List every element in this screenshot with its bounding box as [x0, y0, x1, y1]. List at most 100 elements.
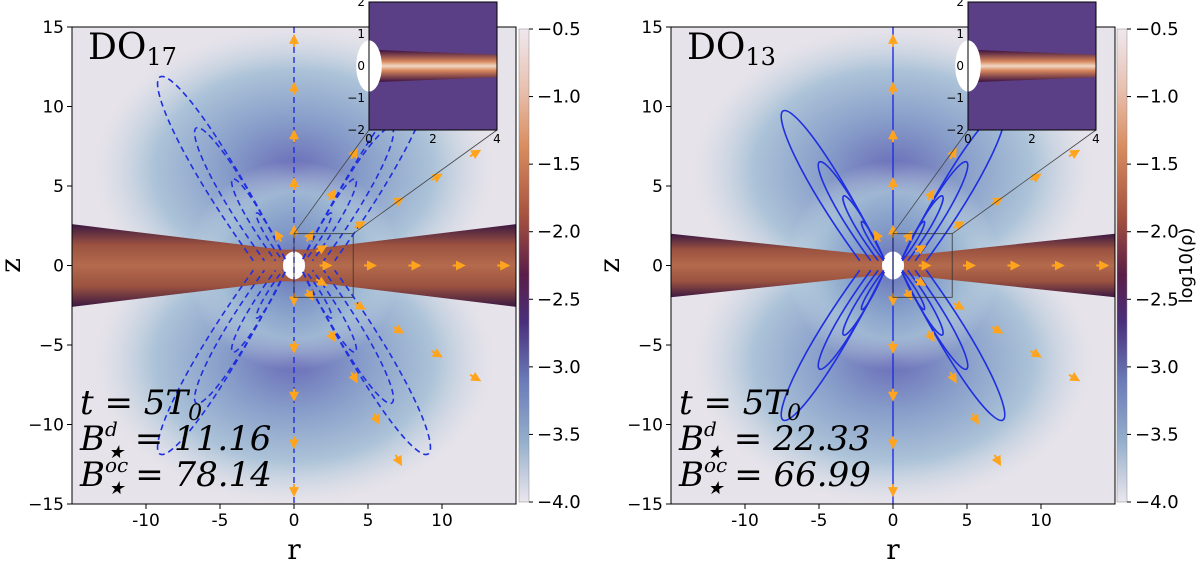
y-tick-label: 10 — [641, 98, 663, 118]
colorbar-tick-label: −2.5 — [537, 289, 581, 310]
velocity-arrow — [1030, 173, 1042, 183]
inset-y-tick-label: 0 — [357, 59, 365, 73]
colorbar-tick-label: −1.0 — [1135, 87, 1179, 108]
inset-y-tick-label: 2 — [357, 0, 365, 9]
colorbar-tick-label: −3.0 — [537, 357, 581, 378]
y-tick-label: 0 — [53, 257, 64, 277]
y-tick-label: 5 — [652, 177, 663, 197]
velocity-arrow — [925, 330, 935, 343]
inset-y-tick-label: 0 — [956, 59, 964, 73]
velocity-arrow — [326, 188, 336, 201]
y-tick-label: −5 — [39, 336, 64, 356]
velocity-arrow — [1030, 348, 1042, 358]
x-tick-label: 10 — [431, 511, 453, 531]
velocity-arrow — [914, 276, 927, 286]
y-tick-label: −10 — [627, 416, 663, 436]
annotation-line: t = 5T0 — [80, 383, 202, 426]
y-tick-label: 15 — [641, 18, 663, 38]
velocity-arrow — [902, 289, 913, 301]
velocity-arrow — [315, 276, 328, 286]
velocity-arrow — [914, 245, 927, 255]
inset-x-tick-label: 4 — [493, 132, 501, 146]
y-tick-label: −10 — [28, 416, 64, 436]
x-tick-label: 5 — [363, 511, 374, 531]
annotation-line: Boc ★ = 78.14 — [79, 453, 272, 499]
inset-x-tick-label: 2 — [1028, 132, 1036, 146]
velocity-arrow — [991, 324, 1004, 334]
colorbar-tick-label: −3.5 — [537, 424, 581, 445]
colorbar-tick-label: −1.5 — [537, 154, 581, 175]
inset-y-tick-label: −2 — [347, 123, 365, 137]
velocity-arrow — [469, 149, 482, 160]
x-tick-label: -5 — [212, 511, 229, 531]
annotation-line: Bd ★ = 22.33 — [678, 417, 870, 463]
inset-y-tick-label: −1 — [946, 91, 964, 105]
y-tick-label: 15 — [42, 18, 64, 38]
field-line — [193, 269, 286, 405]
inset-connector — [293, 129, 370, 234]
colorbar — [1116, 28, 1128, 503]
y-tick-label: −15 — [627, 495, 663, 515]
colorbar-tick-label: −0.5 — [1135, 19, 1179, 40]
y-tick-label: −15 — [28, 495, 64, 515]
velocity-arrow — [315, 245, 328, 255]
inset-region-box — [293, 233, 354, 298]
inset-x-tick-label: 0 — [964, 132, 972, 146]
inset-region-box — [892, 233, 953, 298]
inset-y-tick-label: −1 — [347, 91, 365, 105]
velocity-arrow — [991, 454, 1002, 467]
velocity-arrow — [1068, 149, 1081, 160]
colorbar-label: log10(ρ) — [1176, 228, 1197, 304]
colorbar-tick-label: −3.0 — [1135, 357, 1179, 378]
x-tick-label: -10 — [132, 511, 160, 531]
field-line — [901, 269, 1006, 422]
field-line — [193, 126, 286, 262]
panel-title: DO13 — [687, 27, 776, 71]
field-line — [302, 269, 432, 456]
inset: 0 2 4 −2 −1 0 1 2 — [347, 0, 501, 146]
colorbar-tick-label: −4.0 — [537, 492, 581, 513]
field-line — [780, 269, 885, 422]
y-tick-label: 0 — [652, 257, 663, 277]
velocity-arrow — [348, 371, 358, 384]
velocity-arrow — [1068, 371, 1081, 382]
inset-connector — [951, 129, 1097, 235]
inset-connector — [892, 129, 969, 234]
colorbar-tick-label: −2.5 — [1135, 289, 1179, 310]
velocity-arrow — [902, 230, 913, 242]
inset: 0 2 4 −2 −1 0 1 2 — [946, 0, 1100, 146]
velocity-arrow — [354, 300, 366, 310]
y-axis-label: z — [593, 258, 626, 273]
x-tick-label: -5 — [811, 511, 828, 531]
inset-y-tick-label: 1 — [956, 27, 964, 41]
x-tick-label: 0 — [888, 511, 899, 531]
velocity-arrow — [947, 371, 957, 384]
velocity-arrow — [303, 289, 314, 301]
x-tick-label: 0 — [289, 511, 300, 531]
inset-frame — [967, 1, 1097, 131]
colorbar-tick-label: −3.5 — [1135, 424, 1179, 445]
annotation-line: Boc ★ = 66.99 — [678, 453, 871, 499]
inset-frame — [368, 1, 498, 131]
inset-disk — [977, 50, 1096, 82]
inset-x-tick-label: 2 — [429, 132, 437, 146]
velocity-arrow — [303, 230, 314, 242]
colorbar-tick-label: −1.0 — [537, 87, 581, 108]
colorbar-tick-label: −0.5 — [537, 19, 581, 40]
panel-title: DO17 — [88, 27, 177, 71]
inset-disk — [378, 50, 497, 82]
velocity-arrow — [326, 330, 336, 343]
colorbar — [518, 28, 530, 503]
annotation-line: t = 5T0 — [679, 383, 801, 426]
velocity-arrow — [431, 173, 443, 183]
inset-y-tick-label: 2 — [956, 0, 964, 9]
velocity-arrow — [953, 221, 965, 231]
velocity-arrow — [392, 454, 403, 467]
velocity-arrow — [469, 371, 482, 382]
y-tick-label: 10 — [42, 98, 64, 118]
inset-y-tick-label: −2 — [946, 123, 964, 137]
velocity-arrow — [274, 230, 285, 242]
field-line — [156, 75, 286, 262]
